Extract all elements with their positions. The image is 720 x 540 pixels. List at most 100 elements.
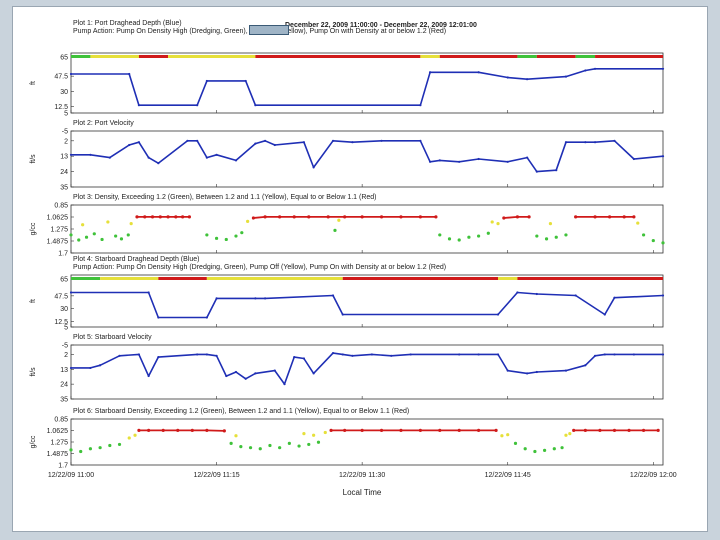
time-series-figure: December 22, 2009 11:00:00 - December 22… <box>30 20 677 497</box>
data-point <box>196 139 199 142</box>
plot-panel-1: Plot 1: Port Draghead Depth (Blue)Pump A… <box>30 20 665 118</box>
y-axis-label: g/cc <box>30 222 37 235</box>
density-point-green <box>447 237 452 241</box>
y-tick-label: 0.85 <box>54 203 68 210</box>
data-point <box>254 104 257 107</box>
density-point-green <box>535 234 539 238</box>
y-tick-label: -5 <box>62 129 68 136</box>
y-axis-label: ft <box>30 81 37 85</box>
data-point <box>661 155 665 158</box>
data-point <box>593 141 597 144</box>
data-point <box>574 294 577 297</box>
density-point-yellow <box>129 222 133 226</box>
data-point <box>89 153 92 156</box>
data-point <box>477 353 480 356</box>
plot-panel-6: Plot 6: Starboard Density, Exceeding 1.2… <box>30 408 664 470</box>
data-point <box>196 104 199 107</box>
density-point-green <box>92 232 96 236</box>
density-point-yellow <box>568 432 572 436</box>
x-tick-label: 12/22/09 11:30 <box>339 472 385 479</box>
density-point-yellow <box>312 433 316 437</box>
plot-title: Plot 5: Starboard Velocity <box>73 334 152 341</box>
density-point-green <box>564 233 568 237</box>
density-point-green <box>84 235 89 239</box>
density-point-green <box>214 236 219 240</box>
data-point <box>283 383 286 386</box>
data-point <box>108 156 111 159</box>
plot-title: Plot 1: Port Draghead Depth (Blue) <box>73 20 182 27</box>
data-point <box>603 353 606 356</box>
data-point <box>215 153 218 156</box>
density-point-yellow <box>506 433 510 437</box>
density-point-yellow <box>106 220 110 224</box>
density-point-green <box>239 445 243 449</box>
status-segment-yellow <box>206 277 343 280</box>
data-point <box>234 370 238 374</box>
y-tick-label: 1.0625 <box>47 428 69 435</box>
data-point <box>496 313 500 316</box>
density-point-green <box>119 237 124 241</box>
data-point <box>516 291 519 294</box>
y-tick-label: 65 <box>60 55 68 62</box>
status-segment-green <box>71 55 91 58</box>
density-point-green <box>552 447 556 451</box>
plot-axes-box <box>70 344 664 400</box>
data-point <box>69 72 73 76</box>
data-series-line <box>71 67 663 106</box>
data-point <box>263 139 267 142</box>
density-point-yellow <box>81 223 85 227</box>
density-point-green <box>467 235 471 239</box>
data-point <box>215 354 218 357</box>
y-tick-label: 30 <box>60 89 68 96</box>
plot-axes-box <box>70 274 664 328</box>
density-point-green <box>100 237 104 242</box>
data-point <box>273 369 276 372</box>
data-point <box>409 353 412 356</box>
density-point-green <box>234 234 238 238</box>
data-point <box>137 141 141 144</box>
y-tick-label: 1.0625 <box>47 215 69 222</box>
plot-axes-box <box>70 418 664 466</box>
density-low-run <box>138 429 225 432</box>
plot-panel-3: Plot 3: Density, Exceeding 1.2 (Green), … <box>30 194 665 258</box>
status-segment-red <box>536 55 576 58</box>
data-point <box>477 71 480 74</box>
data-point <box>205 353 208 356</box>
plot-title: Plot 4: Starboard Draghead Depth (Blue) <box>73 256 199 263</box>
density-point-green <box>641 233 646 237</box>
data-point <box>584 141 587 144</box>
density-point-green <box>69 233 73 237</box>
figure-frame: December 22, 2009 11:00:00 - December 22… <box>12 6 708 532</box>
y-tick-label: 2 <box>64 352 68 359</box>
data-point <box>244 377 247 380</box>
y-axis-label: ft/s <box>30 154 37 164</box>
plot-panel-2: Plot 2: Port Velocity -5 2 13 24 35 ft/s <box>30 120 665 192</box>
y-axis-label: ft <box>30 299 37 303</box>
status-segment-red <box>158 277 207 280</box>
data-point <box>341 353 344 356</box>
y-tick-label: 47.5 <box>54 74 68 81</box>
density-point-green <box>513 441 518 445</box>
density-point-green <box>108 443 112 448</box>
data-point <box>215 297 218 300</box>
density-point-yellow <box>636 221 640 225</box>
data-point <box>137 353 141 356</box>
status-segment-yellow <box>168 55 256 58</box>
density-point-green <box>77 238 81 242</box>
y-tick-label: 13 <box>60 367 68 374</box>
data-point <box>526 156 529 159</box>
status-segment-green <box>575 55 596 58</box>
y-tick-label: 1.4875 <box>47 239 69 246</box>
data-point <box>351 354 354 357</box>
data-point <box>428 71 432 74</box>
density-point-yellow <box>127 436 131 440</box>
data-point <box>157 162 160 165</box>
status-segment-yellow <box>90 55 139 58</box>
density-point-green <box>287 441 291 445</box>
status-segment-yellow <box>420 55 440 58</box>
density-point-green <box>278 446 282 450</box>
data-point <box>254 372 257 375</box>
data-point <box>593 354 597 357</box>
data-point <box>331 294 335 297</box>
status-segment-red <box>517 277 663 280</box>
